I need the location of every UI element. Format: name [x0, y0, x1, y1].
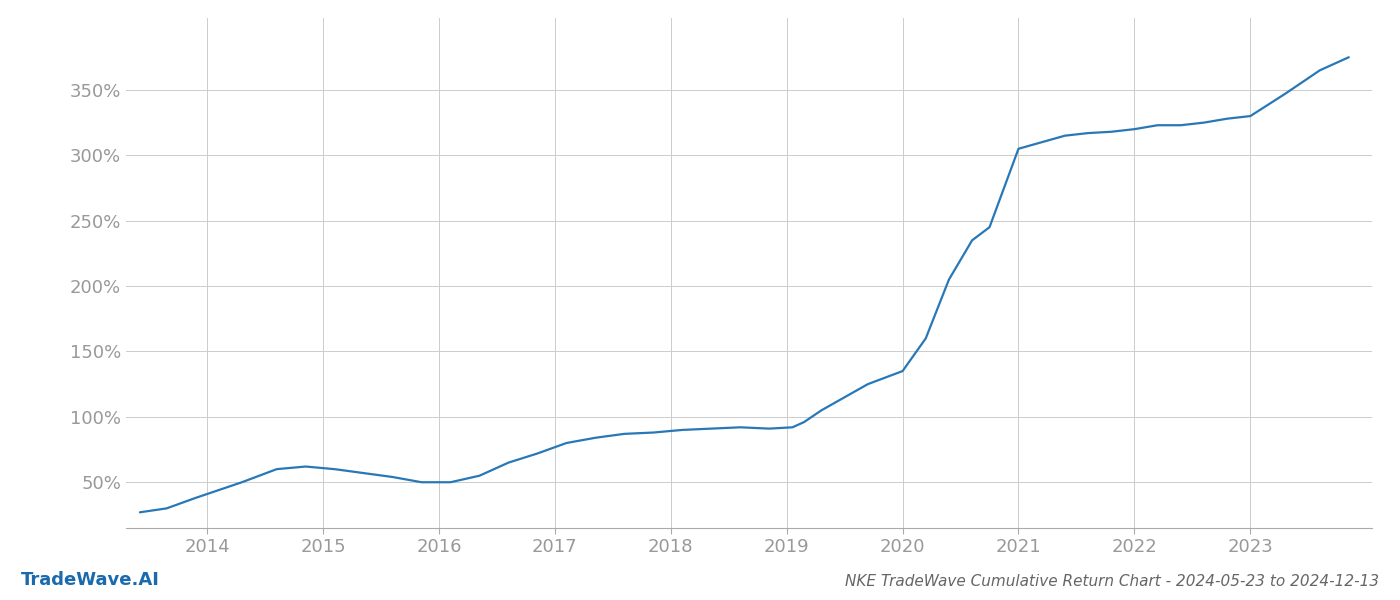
Text: NKE TradeWave Cumulative Return Chart - 2024-05-23 to 2024-12-13: NKE TradeWave Cumulative Return Chart - … — [844, 574, 1379, 589]
Text: TradeWave.AI: TradeWave.AI — [21, 571, 160, 589]
